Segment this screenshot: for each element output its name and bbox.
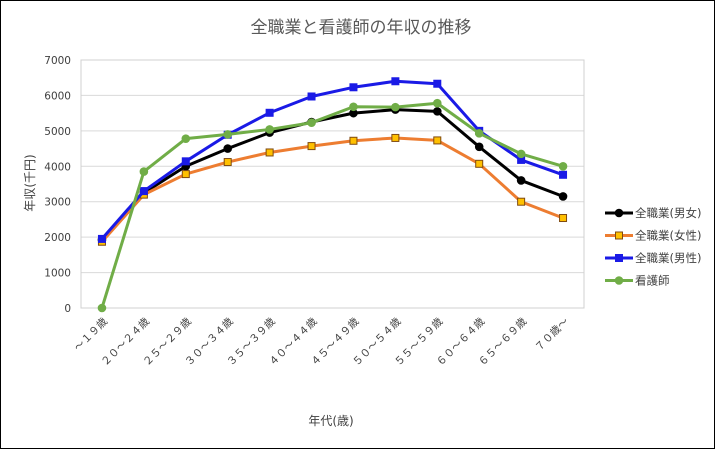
y-tick-label: 7000 — [44, 55, 71, 67]
data-point — [474, 142, 484, 152]
data-point — [558, 161, 568, 171]
data-point — [349, 136, 358, 145]
data-point — [391, 102, 400, 112]
data-point — [181, 170, 190, 179]
data-point — [307, 118, 316, 128]
data-point — [223, 130, 233, 139]
data-point — [433, 79, 442, 88]
chart-title: 全職業と看護師の年収の推移 — [251, 18, 472, 38]
series-4 — [97, 98, 568, 313]
data-point — [559, 214, 568, 223]
legend-label: 全職業(男性) — [635, 251, 701, 265]
data-point — [97, 234, 106, 243]
legend-label: 全職業(男女) — [635, 206, 701, 220]
series-line — [100, 108, 564, 241]
y-tick-label: 3000 — [44, 197, 71, 209]
y-tick-label: 2000 — [44, 232, 71, 244]
data-point — [516, 176, 526, 185]
data-point — [181, 134, 191, 143]
legend-marker — [614, 276, 624, 285]
y-tick-label: 0 — [64, 303, 71, 315]
y-axis-ticks: 0 1000 2000 3000 4000 5000 6000 7000 — [44, 55, 71, 315]
legend-marker — [615, 254, 623, 262]
y-axis-title: 年収(千円) — [23, 154, 37, 211]
x-tick-label: ７０歳～ — [533, 315, 572, 354]
data-point — [139, 167, 149, 176]
data-point — [432, 107, 442, 116]
data-point — [265, 148, 274, 157]
data-point — [349, 102, 358, 112]
y-tick-label: 4000 — [44, 161, 71, 173]
data-point — [433, 136, 442, 145]
legend-label: 全職業(女性) — [635, 229, 701, 243]
data-point — [517, 197, 526, 206]
legend-item: 全職業(男性) — [605, 251, 701, 265]
x-axis-title: 年代(歳) — [308, 414, 353, 428]
data-point — [139, 187, 148, 196]
y-tick-label: 5000 — [44, 126, 71, 138]
data-point — [516, 149, 526, 159]
x-axis-ticks: ～１９歳２０～２４歳２５～２９歳３０～３４歳３５～３９歳４０～４４歳４５～４９歳… — [72, 315, 572, 368]
legend: 全職業(男女) 全職業(女性) 全職業(男性) 看護師 — [605, 206, 701, 288]
data-point — [349, 83, 358, 92]
legend-item: 看護師 — [605, 274, 670, 288]
data-point — [223, 158, 232, 167]
plot-area — [80, 59, 585, 309]
x-tick-label: ～１９歳 — [72, 315, 111, 354]
series-group — [97, 77, 568, 313]
legend-marker — [614, 208, 624, 218]
data-point — [475, 159, 484, 168]
data-point — [265, 108, 274, 117]
data-point — [391, 77, 400, 86]
data-point — [265, 125, 274, 134]
legend-item: 全職業(女性) — [605, 229, 701, 243]
data-point — [474, 129, 484, 138]
data-point — [559, 170, 568, 179]
data-point — [391, 133, 400, 142]
series-line — [100, 101, 564, 309]
legend-item: 全職業(男女) — [605, 206, 701, 220]
gridlines — [81, 59, 584, 309]
data-point — [558, 192, 568, 201]
data-point — [432, 98, 442, 108]
data-point — [307, 92, 316, 101]
y-tick-label: 6000 — [44, 90, 71, 102]
series-line — [100, 136, 564, 243]
legend-label: 看護師 — [635, 274, 670, 288]
data-point — [181, 157, 190, 166]
y-tick-label: 1000 — [44, 268, 71, 280]
legend-marker — [615, 231, 623, 240]
data-point — [97, 303, 107, 313]
data-point — [307, 142, 316, 151]
data-point — [223, 144, 233, 153]
